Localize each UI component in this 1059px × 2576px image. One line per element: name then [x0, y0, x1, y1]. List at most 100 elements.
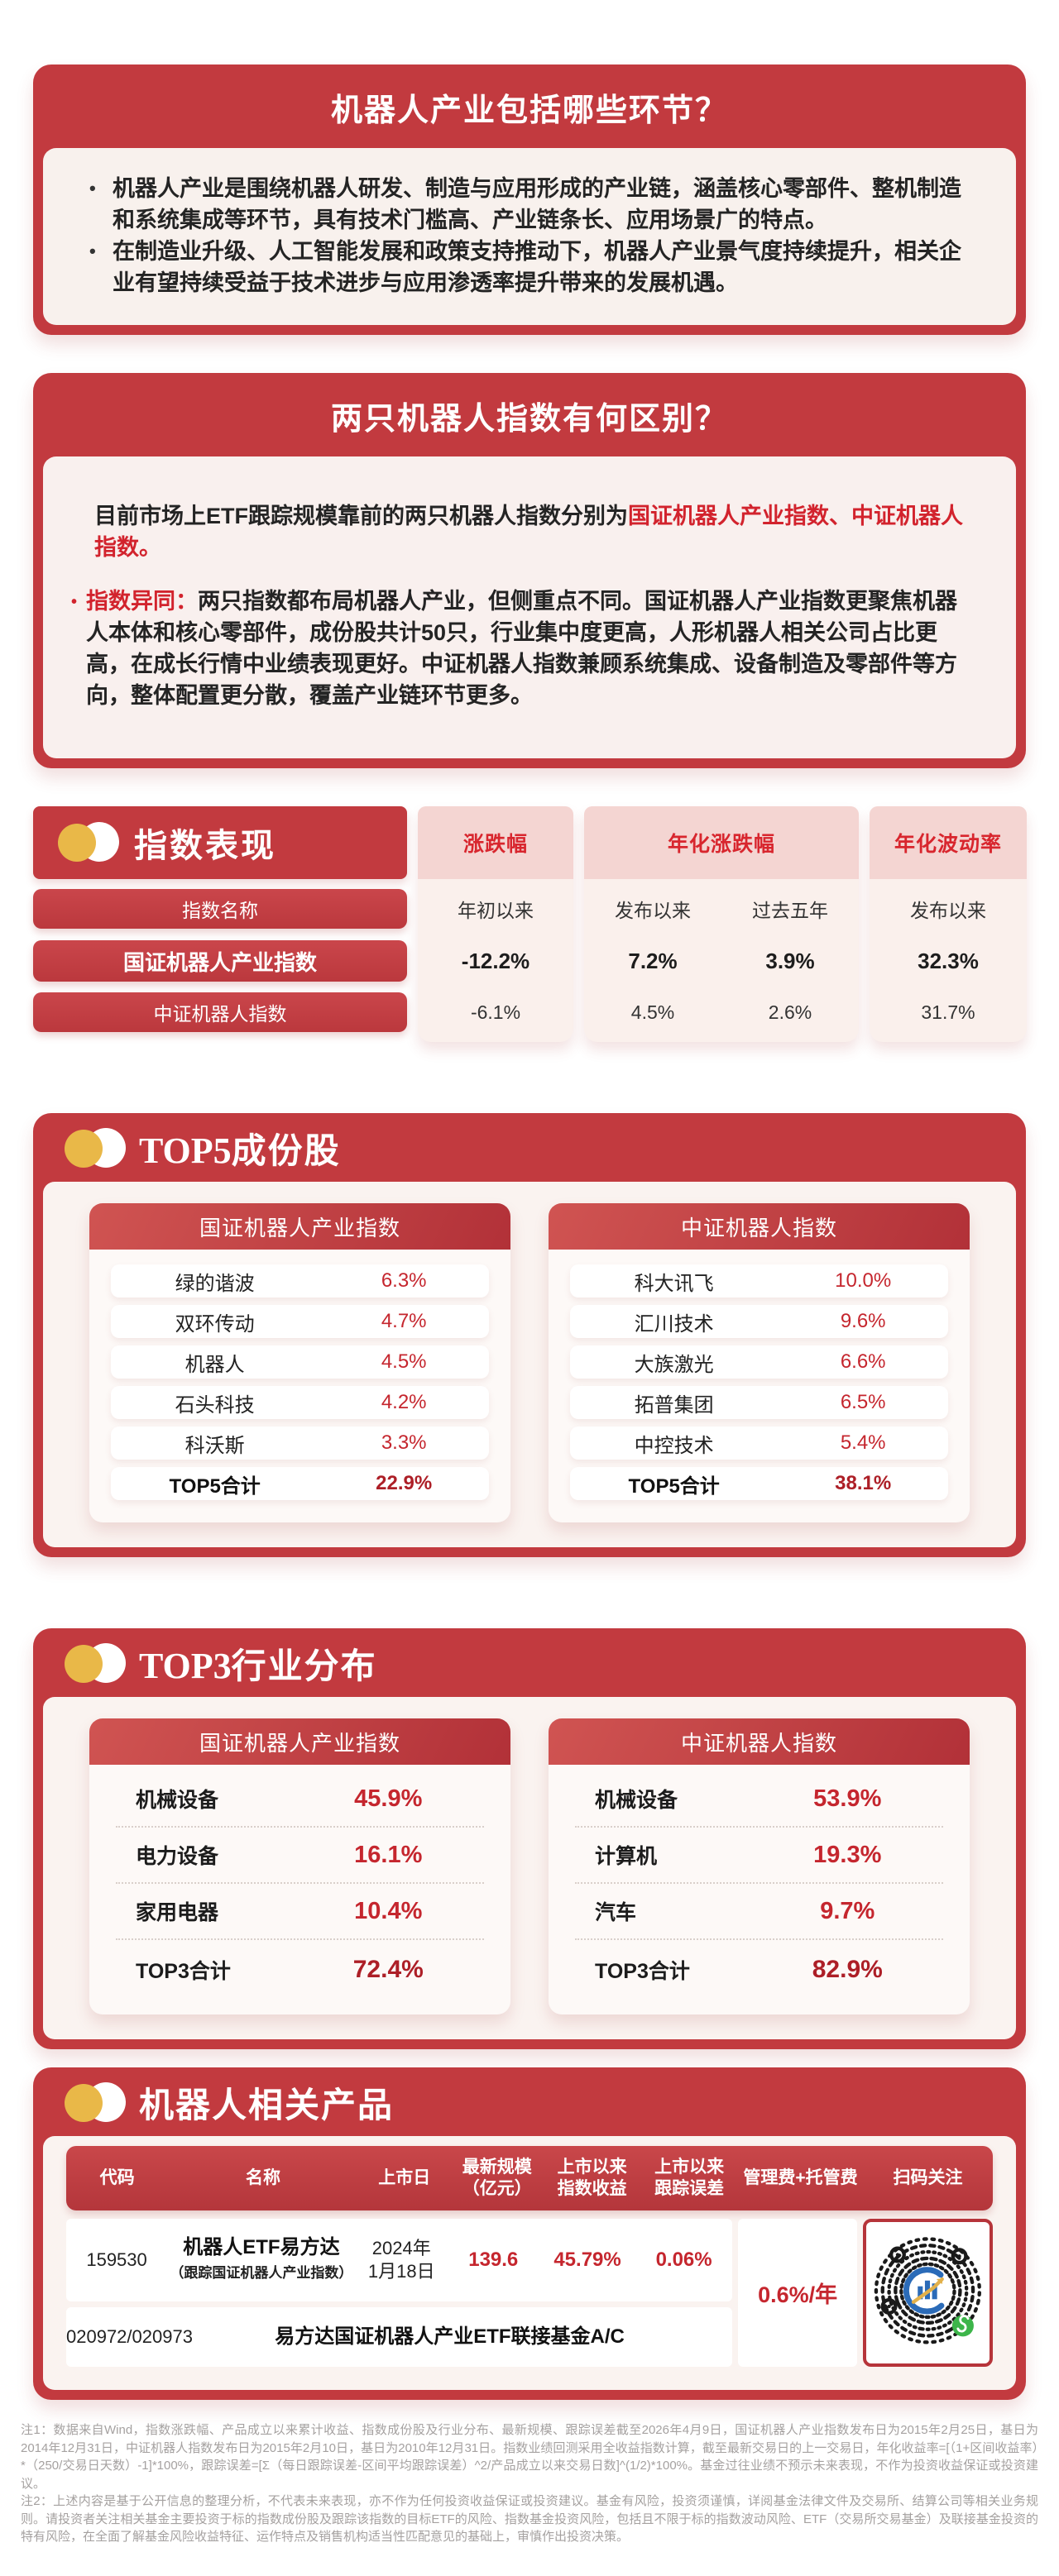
subheader-five-year: 过去五年: [752, 900, 828, 921]
header-latest-scale: 最新规模 （亿元）: [462, 2158, 532, 2198]
product-rows: 159530 机器人ETF易方达 （跟踪国证机器人产业指数） 2024年 1月18日…: [66, 2219, 732, 2367]
intro-plain-text: 目前市场上ETF跟踪规模靠前的两只机器人指数分别为: [94, 504, 628, 528]
section-title: 两只机器人指数有何区别？: [330, 402, 728, 437]
stock-row: 绿的谐波 6.3%: [111, 1264, 489, 1298]
dual-circle-icon: [65, 1642, 127, 1686]
column-price-change: 涨跌幅 年初以来 -12.2% -6.1%: [418, 806, 573, 1042]
stock-weight: 4.2%: [381, 1391, 427, 1413]
dual-circle-icon: [65, 2081, 127, 2125]
dual-circle-icon: [65, 1126, 127, 1171]
stock-weight: 6.5%: [840, 1391, 886, 1413]
etf-return: 45.79%: [553, 2249, 621, 2271]
stock-name: 拓普集团: [634, 1393, 714, 1417]
difference-text: 两只指数都布局机器人产业，但侧重点不同。国证机器人产业指数更聚焦机器人本体和核心…: [86, 589, 957, 708]
dual-circle-icon: [58, 820, 121, 865]
etf-code: 159530: [86, 2249, 147, 2270]
stock-row: 汇川技术 9.6%: [570, 1305, 948, 1338]
since-launch-value: 7.2%: [628, 948, 678, 973]
bullet-list: 机器人产业是围绕机器人研发、制造与应用形成的产业链，涵盖核心零部件、整机制造和系…: [83, 173, 976, 299]
stock-weight: 6.6%: [840, 1350, 886, 1373]
section-title: 机器人相关产品: [139, 2086, 395, 2124]
industry-weight: 45.9%: [354, 1785, 423, 1812]
value-row: 7.2% 3.9%: [584, 940, 859, 982]
total-label: TOP5合计: [169, 1474, 261, 1498]
performance-title: 指数表现: [134, 828, 276, 864]
card-header: 国证机器人产业指数: [89, 1718, 510, 1765]
total-row: TOP5合计 22.9%: [111, 1467, 489, 1500]
column-header: 涨跌幅: [418, 806, 573, 879]
column-annualized-change: 年化涨跌幅 发布以来 过去五年 7.2% 3.9% 4.5% 2.6%: [584, 806, 859, 1042]
value-row: -12.2%: [418, 940, 573, 982]
infographic-page: 机器人产业包括哪些环节？ 机器人产业是围绕机器人研发、制造与应用形成的产业链，涵…: [0, 65, 1059, 2576]
top3-card-zhongzheng: 中证机器人指数 机械设备 53.9% 计算机 19.3% 汽车 9.7% TOP3合计…: [549, 1718, 970, 2014]
subheader-since-launch: 发布以来: [615, 900, 691, 921]
stock-weight: 4.5%: [381, 1350, 427, 1373]
total-row: TOP5合计 38.1%: [570, 1467, 948, 1500]
industry-name: 汽车: [595, 1901, 637, 1924]
stock-weight: 6.3%: [381, 1269, 427, 1292]
intro-highlight-text: 国证机器人产业指数、中证机器人指数。: [94, 504, 963, 560]
five-year-value: 3.9%: [765, 948, 815, 973]
industry-name: 机械设备: [136, 1789, 219, 1812]
etf-name-sub: （跟踪国证机器人产业指数）: [170, 2264, 353, 2281]
index-name-pill: 中证机器人指数: [33, 992, 407, 1032]
intro-paragraph: 目前市场上ETF跟踪规模靠前的两只机器人指数分别为国证机器人产业指数、中证机器人…: [83, 500, 976, 563]
card-rows: 机械设备 45.9% 电力设备 16.1% 家用电器 10.4% TOP3合计 72.4…: [89, 1765, 510, 2000]
mini-program-icon: [952, 2315, 975, 2337]
card-header: 中证机器人指数: [549, 1718, 970, 1765]
stock-weight: 4.7%: [381, 1310, 427, 1332]
stock-weight: 3.3%: [381, 1431, 427, 1454]
header-scan-qr: 扫码关注: [893, 2168, 963, 2187]
ytd-value: -6.1%: [470, 1001, 521, 1023]
header-index-return: 上市以来 指数收益: [557, 2158, 627, 2198]
total-row: TOP3合计 72.4%: [116, 1940, 484, 2000]
header-name: 名称: [245, 2168, 280, 2187]
industry-name: 机械设备: [595, 1789, 678, 1812]
section-index-difference: 两只机器人指数有何区别？ 目前市场上ETF跟踪规模靠前的两只机器人指数分别为国证…: [33, 373, 1026, 768]
industry-weight: 16.1%: [354, 1841, 423, 1868]
total-label: TOP5合计: [628, 1474, 720, 1498]
name-header-pill: 指数名称: [33, 889, 407, 929]
volatility-value: 31.7%: [921, 1001, 975, 1023]
industry-name: 家用电器: [136, 1901, 219, 1924]
top3-card-guozheng: 国证机器人产业指数 机械设备 45.9% 电力设备 16.1% 家用电器 10.4% …: [89, 1718, 510, 2014]
industry-row: 机械设备 45.9%: [116, 1771, 484, 1828]
industry-weight: 53.9%: [813, 1785, 882, 1812]
total-label: TOP3合计: [595, 1960, 690, 1983]
section-body: 目前市场上ETF跟踪规模靠前的两只机器人指数分别为国证机器人产业指数、中证机器人…: [43, 456, 1016, 758]
header-fees: 管理费+托管费: [743, 2168, 858, 2187]
stock-row: 石头科技 4.2%: [111, 1386, 489, 1419]
card-rows: 机械设备 53.9% 计算机 19.3% 汽车 9.7% TOP3合计 82.9%: [549, 1765, 970, 2000]
product-table-body: 159530 机器人ETF易方达 （跟踪国证机器人产业指数） 2024年 1月18日…: [66, 2219, 993, 2367]
performance-title-band: 指数表现: [33, 806, 407, 879]
stock-row: 科大讯飞 10.0%: [570, 1264, 948, 1298]
header-tracking-error: 上市以来 跟踪误差: [654, 2158, 725, 2198]
section-title: 机器人产业包括哪些环节？: [330, 93, 728, 128]
column-header: 年化波动率: [870, 806, 1027, 879]
section-header: TOP5成份股: [43, 1113, 1016, 1182]
top5-card-zhongzheng: 中证机器人指数 科大讯飞 10.0% 汇川技术 9.6% 大族激光 6.6% 拓普集团…: [549, 1203, 970, 1522]
section-top5-constituents: TOP5成份股 国证机器人产业指数 绿的谐波 6.3% 双环传动 4.7% 机器人 4…: [33, 1113, 1026, 1557]
product-row-feeder: 020972/020973 易方达国证机器人产业ETF联接基金A/C: [66, 2307, 732, 2367]
industry-row: 计算机 19.3%: [575, 1828, 943, 1884]
stock-name: 汇川技术: [634, 1312, 714, 1336]
qr-finder-marks: [880, 2246, 968, 2315]
stock-name: 石头科技: [175, 1393, 255, 1417]
industry-row: 家用电器 10.4%: [116, 1884, 484, 1940]
stock-row: 中控技术 5.4%: [570, 1427, 948, 1460]
section-top3-industries: TOP3行业分布 国证机器人产业指数 机械设备 45.9% 电力设备 16.1% 家…: [33, 1628, 1026, 2049]
index-name-pill: 国证机器人产业指数: [33, 940, 407, 982]
etf-tracking-error: 0.06%: [655, 2249, 712, 2271]
stock-name: 绿的谐波: [175, 1272, 255, 1295]
stock-row: 大族激光 6.6%: [570, 1345, 948, 1379]
performance-name-column: 指数表现 指数名称 国证机器人产业指数 中证机器人指数: [33, 806, 407, 1042]
card-header: 中证机器人指数: [549, 1203, 970, 1250]
stock-row: 机器人 4.5%: [111, 1345, 489, 1379]
subheader-row: 年初以来: [418, 889, 573, 929]
title-cn: 成份股: [231, 1131, 341, 1170]
etf-scale: 139.6: [468, 2249, 519, 2271]
value-row: 4.5% 2.6%: [584, 992, 859, 1032]
fee-value: 0.6%/年: [738, 2219, 858, 2367]
total-row: TOP3合计 82.9%: [575, 1940, 943, 2000]
title-latin: TOP5: [139, 1130, 232, 1171]
